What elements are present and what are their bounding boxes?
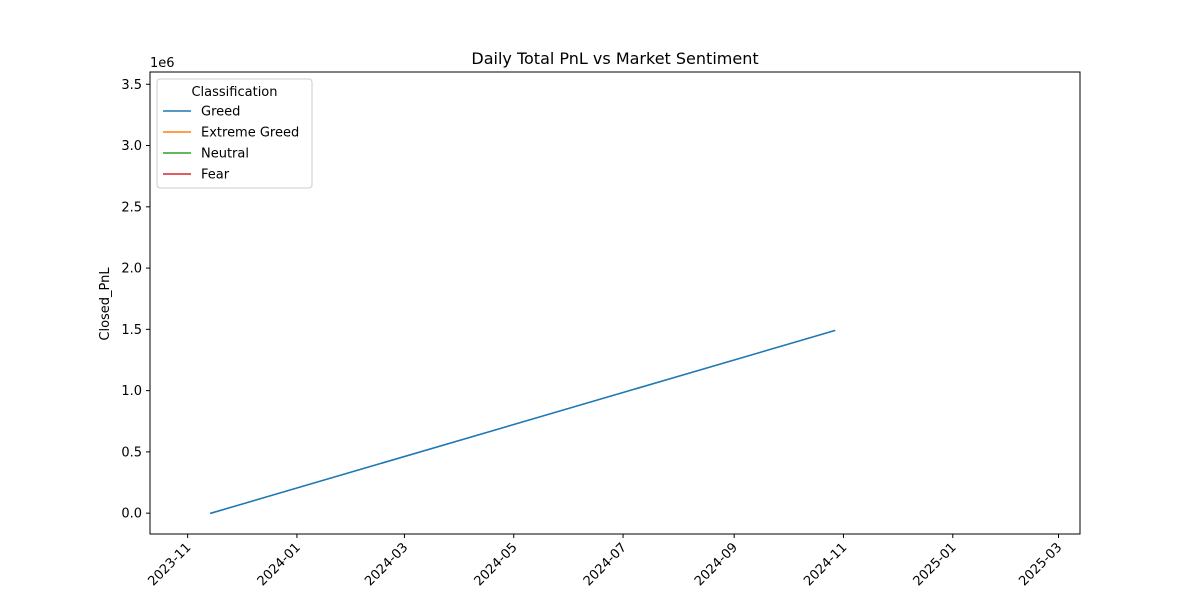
y-tick-label: 3.0 <box>121 139 142 154</box>
legend-entry: Fear <box>201 168 230 183</box>
y-tick-label: 1.5 <box>121 323 142 338</box>
y-axis-label: Closed_PnL <box>98 267 113 341</box>
x-tick-label: 2024-05 <box>472 540 521 589</box>
y-tick-label: 0.0 <box>121 507 142 522</box>
y-tick-label: 2.0 <box>121 262 142 277</box>
y-tick-label: 2.5 <box>121 200 142 215</box>
plot-frame <box>149 71 1081 535</box>
x-tick-label: 2024-03 <box>362 540 411 589</box>
y-tick-label: 0.5 <box>121 445 142 460</box>
legend-frame <box>156 78 313 189</box>
x-tick-label: 2024-09 <box>692 540 741 589</box>
legend-entry: Greed <box>201 105 240 120</box>
series-line-greed <box>209 329 836 515</box>
y-tick-label: 1.0 <box>121 384 142 399</box>
legend-entry: Neutral <box>201 147 249 162</box>
legend: Classification Greed Extreme Greed Neutral F… <box>156 78 313 189</box>
x-tick-label: 2024-01 <box>255 540 304 589</box>
x-tick-label: 2024-11 <box>801 540 850 589</box>
x-tick-label: 2024-07 <box>581 540 630 589</box>
legend-entry: Extreme Greed <box>201 126 299 141</box>
y-axis-scale-label: 1e6 <box>150 56 175 71</box>
chart-title: Daily Total PnL vs Market Sentiment <box>471 49 758 68</box>
x-tick-label: 2023-11 <box>145 540 194 589</box>
x-tick-label: 2025-03 <box>1016 540 1065 589</box>
y-tick-label: 3.5 <box>121 78 142 93</box>
x-tick-label: 2025-01 <box>911 540 960 589</box>
legend-title: Classification <box>191 85 277 100</box>
